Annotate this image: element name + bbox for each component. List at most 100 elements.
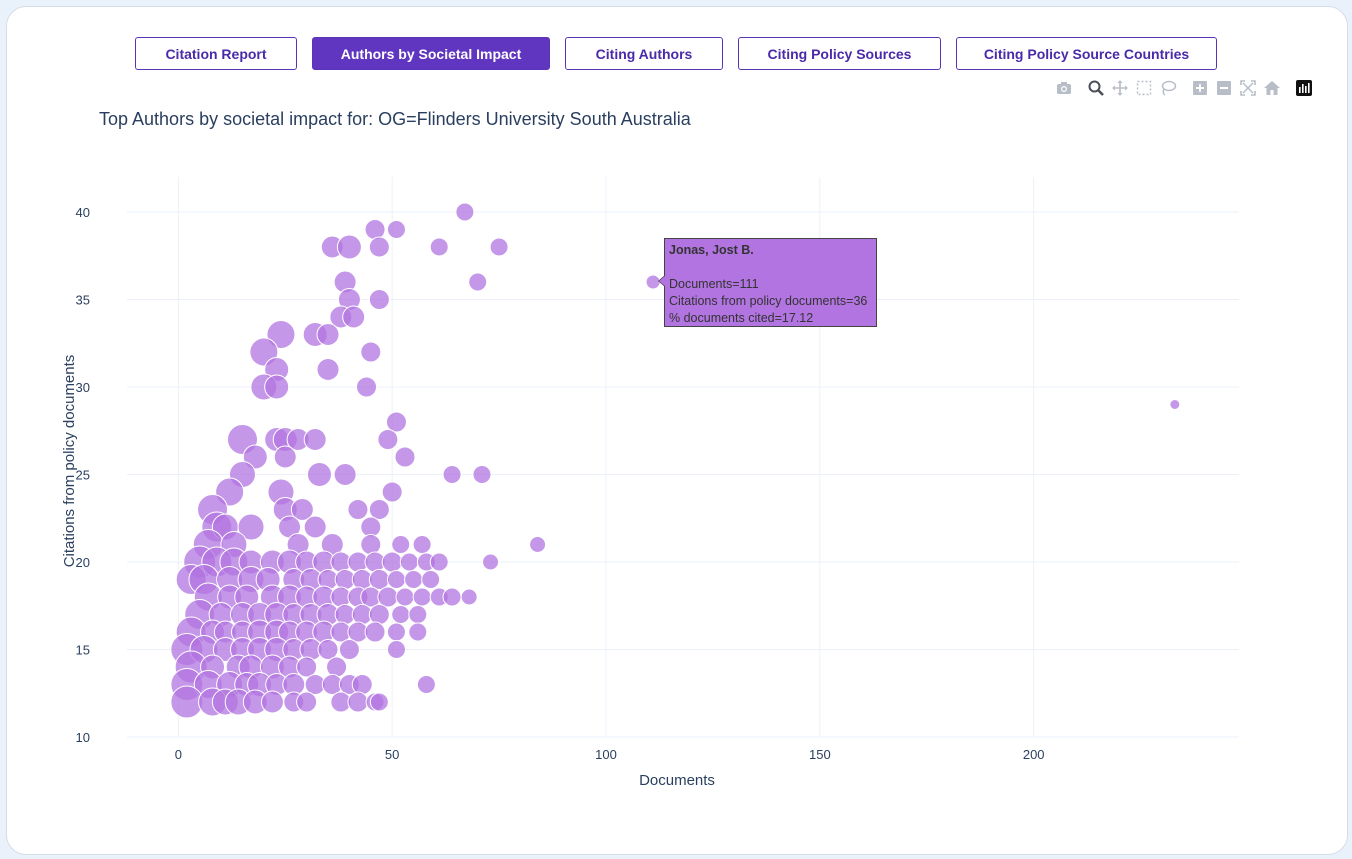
zoom-out-icon[interactable] — [1215, 79, 1233, 97]
scatter-point[interactable] — [386, 622, 406, 642]
scatter-point[interactable] — [364, 621, 386, 643]
scatter-point[interactable] — [368, 569, 390, 590]
scatter-point[interactable] — [381, 481, 403, 503]
scatter-chart[interactable]: 10 15 20 25 30 35 40 0 50 100 150 200 Documents Ci… — [7, 7, 1347, 854]
y-tick-label: 30 — [76, 380, 90, 395]
scatter-point[interactable] — [472, 465, 492, 484]
y-axis-ticks: 10 15 20 25 30 35 40 — [76, 205, 90, 745]
scatter-point[interactable] — [386, 640, 406, 659]
scatter-point[interactable] — [385, 411, 407, 433]
hover-tooltip: Jonas, Jost B. Documents=111 Citations f… — [658, 238, 877, 327]
scatter-point[interactable] — [347, 691, 369, 713]
scatter-point[interactable] — [336, 234, 362, 260]
scatter-point[interactable] — [408, 605, 428, 624]
scatter-point[interactable] — [489, 237, 509, 257]
scatter-point[interactable] — [482, 553, 500, 571]
plot-modebar — [7, 79, 1347, 97]
scatter-point[interactable] — [1169, 399, 1181, 410]
tab-citation-report[interactable]: Citation Report — [135, 37, 297, 70]
box-select-icon[interactable] — [1135, 79, 1153, 97]
scatter-point[interactable] — [416, 675, 436, 694]
scatter-point[interactable] — [342, 305, 366, 329]
tooltip-author-name: Jonas, Jost B. — [669, 243, 754, 257]
scatter-point[interactable] — [442, 587, 462, 607]
scatter-point[interactable] — [273, 445, 297, 469]
scatter-point[interactable] — [442, 465, 462, 484]
scatter-point[interactable] — [338, 639, 360, 660]
y-tick-label: 35 — [76, 293, 90, 308]
tab-citing-policy-sources[interactable]: Citing Policy Sources — [738, 37, 941, 70]
lasso-select-icon[interactable] — [1159, 79, 1177, 97]
scatter-point[interactable] — [326, 656, 348, 678]
tooltip-citations: Citations from policy documents=36 — [669, 294, 868, 308]
x-axis-ticks: 0 50 100 150 200 — [175, 747, 1045, 762]
y-tick-label: 40 — [76, 205, 90, 220]
scatter-point[interactable] — [266, 320, 296, 349]
scatter-point[interactable] — [368, 604, 390, 625]
scatter-point[interactable] — [368, 289, 390, 310]
scatter-point[interactable] — [386, 220, 406, 239]
scatter-point[interactable] — [399, 552, 419, 572]
scatter-point[interactable] — [317, 639, 339, 660]
scatter-point[interactable] — [429, 237, 449, 257]
scatter-point[interactable] — [303, 515, 327, 539]
tab-authors-by-societal-impact[interactable]: Authors by Societal Impact — [312, 37, 550, 70]
scatter-point[interactable] — [347, 499, 369, 520]
zoom-icon[interactable] — [1087, 79, 1105, 97]
camera-icon[interactable] — [1055, 79, 1073, 97]
pan-icon[interactable] — [1111, 79, 1129, 97]
scatter-point[interactable] — [455, 202, 475, 222]
scatter-point[interactable] — [377, 429, 399, 450]
zoom-in-icon[interactable] — [1191, 79, 1209, 97]
scatter-point[interactable] — [395, 587, 415, 607]
scatter-point[interactable] — [386, 570, 406, 589]
scatter-point[interactable] — [360, 534, 382, 555]
scatter-point[interactable] — [368, 499, 390, 520]
x-tick-label: 50 — [385, 747, 399, 762]
scatter-point[interactable] — [296, 656, 318, 678]
scatter-point[interactable] — [260, 690, 284, 714]
scatter-point[interactable] — [381, 551, 403, 573]
scatter-point[interactable] — [377, 586, 399, 608]
scatter-point[interactable] — [360, 341, 382, 363]
scatter-point[interactable] — [391, 605, 411, 624]
x-axis-label: Documents — [639, 772, 715, 789]
scatter-point[interactable] — [303, 428, 327, 451]
plotly-logo-icon[interactable] — [1295, 79, 1313, 97]
autoscale-icon[interactable] — [1239, 79, 1257, 97]
scatter-point[interactable] — [529, 536, 547, 553]
reset-axes-icon[interactable] — [1263, 79, 1281, 97]
scatter-point[interactable] — [412, 535, 432, 554]
y-tick-label: 25 — [76, 468, 90, 483]
scatter-point[interactable] — [351, 674, 373, 695]
scatter-point[interactable] — [316, 358, 340, 381]
scatter-point[interactable] — [356, 376, 378, 398]
chart-title: Top Authors by societal impact for: OG=F… — [99, 109, 691, 129]
scatter-point[interactable] — [316, 323, 340, 346]
scatter-point[interactable] — [460, 588, 478, 606]
scatter-point[interactable] — [237, 513, 265, 541]
scatter-point[interactable] — [404, 570, 424, 589]
scatter-point[interactable] — [296, 691, 318, 713]
scatter-point[interactable] — [368, 236, 390, 258]
scatter-point[interactable] — [369, 692, 389, 712]
chart-points — [170, 202, 1181, 719]
y-tick-label: 15 — [76, 643, 90, 658]
scatter-point[interactable] — [333, 463, 357, 486]
tooltip-percent-cited: % documents cited=17.12 — [669, 311, 814, 325]
tab-citing-authors[interactable]: Citing Authors — [565, 37, 723, 70]
scatter-point[interactable] — [468, 272, 488, 292]
y-axis-label: Citations from policy documents — [61, 355, 78, 568]
tab-citing-policy-source-countries[interactable]: Citing Policy Source Countries — [956, 37, 1217, 70]
scatter-point[interactable] — [264, 374, 290, 400]
scatter-point[interactable] — [429, 552, 449, 572]
scatter-point[interactable] — [412, 587, 432, 607]
scatter-point[interactable] — [421, 570, 441, 589]
scatter-point[interactable] — [394, 446, 416, 468]
scatter-point[interactable] — [290, 498, 314, 521]
scatter-point[interactable] — [391, 535, 411, 554]
scatter-point[interactable] — [408, 622, 428, 642]
scatter-point[interactable] — [364, 219, 386, 240]
scatter-point[interactable] — [306, 462, 332, 487]
y-tick-label: 10 — [76, 730, 90, 745]
